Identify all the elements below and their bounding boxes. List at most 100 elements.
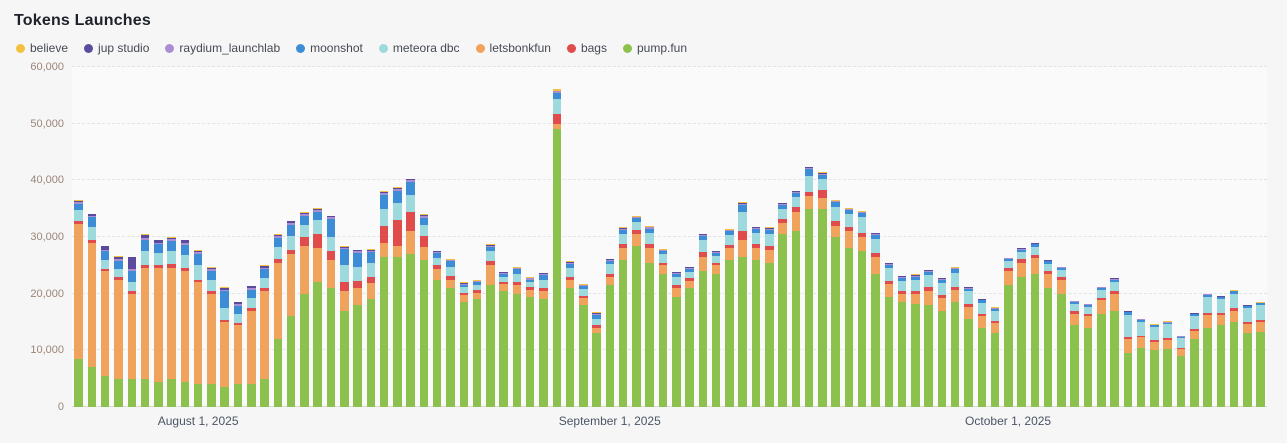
bar-4[interactable] [125,67,138,407]
bar-84[interactable] [1188,67,1201,407]
bar-88[interactable] [1241,67,1254,407]
bar-59[interactable] [856,67,869,407]
bar-77[interactable] [1095,67,1108,407]
bar-25[interactable] [404,67,417,407]
bar-82[interactable] [1161,67,1174,407]
bar-75[interactable] [1068,67,1081,407]
bar-68[interactable] [975,67,988,407]
bar-53[interactable] [776,67,789,407]
bar-86[interactable] [1214,67,1227,407]
bar-36[interactable] [550,67,563,407]
bar-62[interactable] [895,67,908,407]
bar-81[interactable] [1148,67,1161,407]
bar-71[interactable] [1015,67,1028,407]
bar-78[interactable] [1108,67,1121,407]
bar-48[interactable] [710,67,723,407]
bar-60[interactable] [869,67,882,407]
bar-39[interactable] [590,67,603,407]
bar-3[interactable] [112,67,125,407]
bar-24[interactable] [391,67,404,407]
bar-18[interactable] [311,67,324,407]
bar-34[interactable] [524,67,537,407]
bar-1[interactable] [85,67,98,407]
bar-33[interactable] [510,67,523,407]
bar-85[interactable] [1201,67,1214,407]
bar-89[interactable] [1254,67,1267,407]
bar-0[interactable] [72,67,85,407]
legend-item-letsbonkfun[interactable]: letsbonkfun [475,41,551,55]
bar-6[interactable] [152,67,165,407]
bar-44[interactable] [656,67,669,407]
bar-15[interactable] [271,67,284,407]
bar-79[interactable] [1121,67,1134,407]
bar-63[interactable] [909,67,922,407]
bar-9[interactable] [192,67,205,407]
bar-17[interactable] [298,67,311,407]
bar-35[interactable] [537,67,550,407]
bar-65[interactable] [935,67,948,407]
legend-item-bags[interactable]: bags [566,41,607,55]
bar-32[interactable] [497,67,510,407]
bar-21[interactable] [351,67,364,407]
bar-31[interactable] [484,67,497,407]
bar-61[interactable] [882,67,895,407]
bar-5[interactable] [138,67,151,407]
bar-46[interactable] [683,67,696,407]
bar-58[interactable] [842,67,855,407]
bar-66[interactable] [949,67,962,407]
bar-49[interactable] [723,67,736,407]
bar-37[interactable] [563,67,576,407]
bar-19[interactable] [324,67,337,407]
bar-70[interactable] [1002,67,1015,407]
bar-28[interactable] [444,67,457,407]
bar-52[interactable] [763,67,776,407]
bar-83[interactable] [1174,67,1187,407]
bar-16[interactable] [285,67,298,407]
legend-item-believe[interactable]: believe [16,41,68,55]
bar-74[interactable] [1055,67,1068,407]
bar-67[interactable] [962,67,975,407]
bar-47[interactable] [696,67,709,407]
legend-item-jup-studio[interactable]: jup studio [84,41,149,55]
bar-50[interactable] [736,67,749,407]
bar-2[interactable] [99,67,112,407]
bar-7[interactable] [165,67,178,407]
bar-26[interactable] [417,67,430,407]
bar-42[interactable] [630,67,643,407]
legend-item-meteora-dbc[interactable]: meteora dbc [378,41,460,55]
bar-40[interactable] [603,67,616,407]
bar-54[interactable] [789,67,802,407]
bar-30[interactable] [470,67,483,407]
bar-29[interactable] [457,67,470,407]
bar-87[interactable] [1227,67,1240,407]
bar-segment-letsbonkfun [1083,316,1093,328]
bar-22[interactable] [364,67,377,407]
bar-38[interactable] [577,67,590,407]
bar-43[interactable] [643,67,656,407]
bar-72[interactable] [1028,67,1041,407]
bar-55[interactable] [802,67,815,407]
bar-76[interactable] [1081,67,1094,407]
bar-45[interactable] [670,67,683,407]
bar-23[interactable] [377,67,390,407]
bar-51[interactable] [749,67,762,407]
bar-57[interactable] [829,67,842,407]
bar-64[interactable] [922,67,935,407]
bar-56[interactable] [816,67,829,407]
bar-13[interactable] [245,67,258,407]
bar-10[interactable] [205,67,218,407]
bar-41[interactable] [617,67,630,407]
bar-14[interactable] [258,67,271,407]
bar-69[interactable] [988,67,1001,407]
bar-11[interactable] [218,67,231,407]
legend-item-pump-fun[interactable]: pump.fun [622,41,687,55]
bar-27[interactable] [431,67,444,407]
bar-80[interactable] [1135,67,1148,407]
bar-73[interactable] [1042,67,1055,407]
legend-item-raydium-launchlab[interactable]: raydium_launchlab [165,41,280,55]
bar-8[interactable] [178,67,191,407]
bar-12[interactable] [231,67,244,407]
legend-item-moonshot[interactable]: moonshot [296,41,363,55]
bar-segment-meteora-dbc [406,194,415,212]
bar-20[interactable] [338,67,351,407]
